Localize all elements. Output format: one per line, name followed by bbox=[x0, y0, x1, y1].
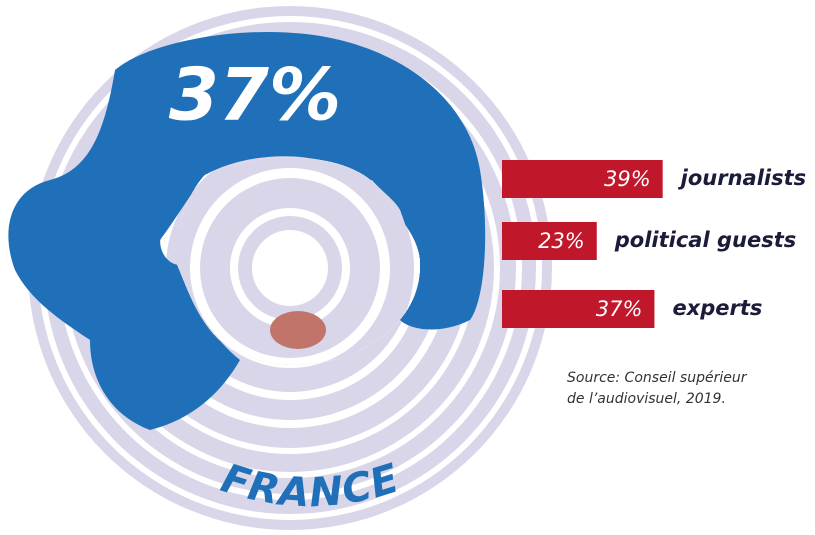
hair bbox=[8, 31, 486, 430]
bar bbox=[502, 160, 663, 198]
source: Source: Conseil supérieur bbox=[567, 370, 748, 386]
category-label: experts bbox=[672, 296, 762, 320]
value-label: 39% bbox=[604, 167, 651, 191]
bar bbox=[502, 290, 655, 328]
value-label: 23% bbox=[538, 229, 585, 253]
category-label: political guests bbox=[614, 228, 796, 252]
mouth bbox=[270, 311, 326, 349]
category-label: journalists bbox=[678, 166, 807, 190]
value-label: 37% bbox=[596, 297, 643, 321]
bar bbox=[502, 222, 597, 260]
source: de l’audiovisuel, 2019. bbox=[567, 391, 726, 407]
headline: 37% bbox=[169, 53, 341, 137]
